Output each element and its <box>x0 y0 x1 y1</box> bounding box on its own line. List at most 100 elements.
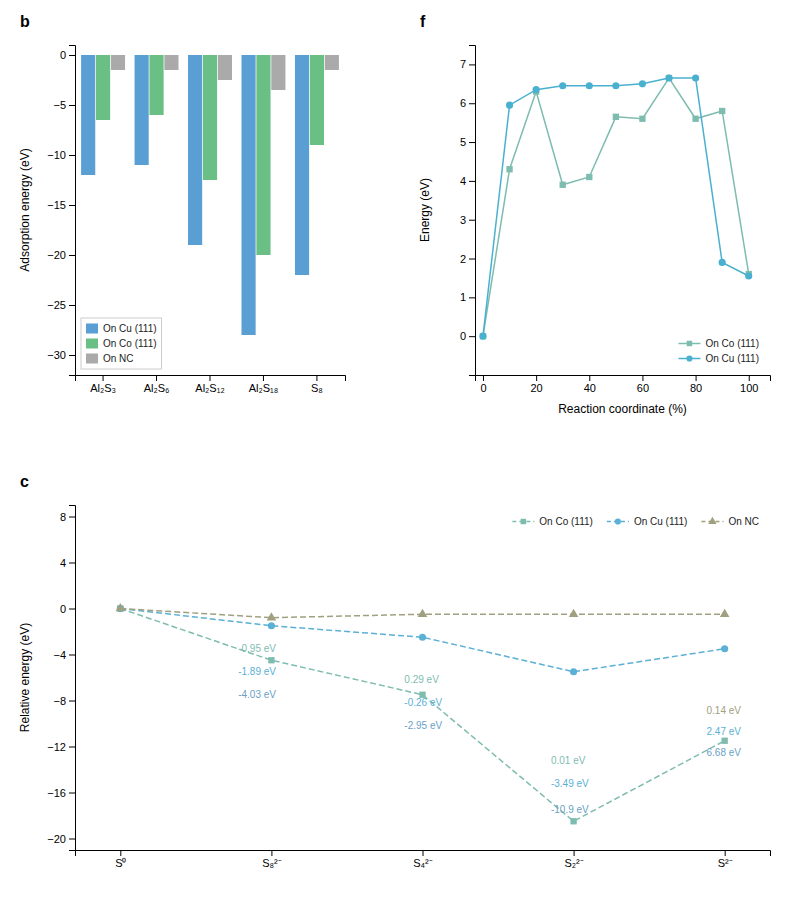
x-axis: S⁰ S₈²⁻ S₄²⁻ S₂²⁻ S²⁻ <box>76 850 771 869</box>
legend-entry: On NC <box>86 353 134 364</box>
axis-line <box>469 46 476 376</box>
annotation: 2.47 eV <box>707 726 742 737</box>
point <box>719 259 726 266</box>
legend: On Co (111) On Cu (111) <box>678 338 759 364</box>
tick: −16 <box>47 787 75 799</box>
point <box>116 603 126 611</box>
point <box>569 609 579 617</box>
axis-title: Energy (eV) <box>418 178 432 242</box>
tick: 4 <box>60 557 75 569</box>
annotation: -1.89 eV <box>238 666 276 677</box>
tick: 100 <box>740 375 758 394</box>
axis-title: Reaction coordinate (%) <box>558 402 687 416</box>
bar <box>188 55 202 245</box>
legend-swatch <box>86 339 98 349</box>
tick-mark <box>69 155 75 156</box>
axis-line <box>69 506 76 851</box>
tick: 1 <box>460 291 475 303</box>
tick-mark <box>69 701 75 702</box>
tick-label: 60 <box>637 382 649 394</box>
bar <box>164 55 178 70</box>
tick-mark <box>69 609 75 610</box>
annotation: -4.03 eV <box>238 689 276 700</box>
bar <box>325 55 339 70</box>
tick-mark <box>69 793 75 794</box>
tick-mark <box>69 255 75 256</box>
tick-label: −8 <box>53 695 66 707</box>
axis-line <box>69 46 76 376</box>
tick-mark <box>423 850 424 856</box>
tick-label: −25 <box>47 299 66 311</box>
line <box>483 78 749 336</box>
panel-title: b <box>20 13 30 30</box>
tick: S₂²⁻ <box>564 850 583 869</box>
bar <box>218 55 232 80</box>
point <box>612 82 619 89</box>
legend: On Co (111)On Cu (111)On NC <box>512 516 759 527</box>
tick: 0 <box>60 49 75 61</box>
tick: S₈²⁻ <box>262 850 282 869</box>
tick: Al₂S₆ <box>144 375 170 394</box>
panel: 020406080100On Co (111)On Cu (111)012345… <box>418 13 771 416</box>
tick-mark <box>69 305 75 306</box>
panel-title: c <box>20 473 29 490</box>
plot-area <box>479 74 752 339</box>
legend-entry: On Co (111) <box>86 338 157 349</box>
tick-mark <box>725 850 726 856</box>
tick: 0 <box>480 375 486 394</box>
point <box>570 668 577 675</box>
legend-entry: On Cu (111) <box>607 516 688 527</box>
point <box>586 82 593 89</box>
tick: S⁰ <box>115 850 126 869</box>
tick: −15 <box>47 199 75 211</box>
point <box>719 108 725 114</box>
point <box>666 75 672 81</box>
legend-entry: On Cu (111) <box>678 353 759 364</box>
point <box>665 74 672 81</box>
bar <box>256 55 270 255</box>
panel: Al₂S₃Al₂S₆Al₂S₁₂Al₂S₁₈S₈On Cu (111)On Co… <box>18 13 346 394</box>
point <box>692 116 698 122</box>
tick-mark <box>469 336 475 337</box>
annotation: 6.68 eV <box>707 747 742 758</box>
axis-title: Relative energy (eV) <box>18 623 32 732</box>
tick-label: −20 <box>47 833 66 845</box>
annotation: 0.01 eV <box>551 755 586 766</box>
tick-label: 8 <box>60 511 66 523</box>
tick: −25 <box>47 299 75 311</box>
bar <box>310 55 324 145</box>
tick: Al₂S₁₂ <box>195 375 224 394</box>
tick: 60 <box>637 375 649 394</box>
legend-entry: On Co (111) <box>678 338 759 349</box>
point <box>418 609 428 617</box>
tick: S₄²⁻ <box>413 850 433 869</box>
tick-mark <box>103 375 104 381</box>
tick: S₈ <box>311 375 323 394</box>
axis-line <box>76 376 346 382</box>
legend-marker <box>687 341 692 346</box>
legend-entry: On NC <box>701 516 759 527</box>
tick: S²⁻ <box>718 850 733 869</box>
bar <box>81 55 95 175</box>
tick: −4 <box>53 649 75 661</box>
tick-label: 0 <box>460 330 466 342</box>
tick: 3 <box>460 214 475 226</box>
tick-label: −10 <box>47 149 66 161</box>
legend-label: On NC <box>728 516 759 527</box>
bar <box>241 55 255 335</box>
line <box>120 609 724 672</box>
tick-label: Al₂S₆ <box>144 382 170 394</box>
point <box>267 612 277 620</box>
annotation: -0.26 eV <box>404 697 442 708</box>
tick-mark <box>263 375 264 381</box>
tick: −20 <box>47 833 75 845</box>
line <box>483 78 749 336</box>
tick-mark <box>316 375 317 381</box>
panel-title: f <box>420 13 426 30</box>
point <box>268 622 275 629</box>
tick-label: −30 <box>47 349 66 361</box>
bar <box>111 55 125 70</box>
legend-marker <box>521 519 526 524</box>
plot-area <box>81 55 339 335</box>
tick-label: S²⁻ <box>718 857 733 869</box>
